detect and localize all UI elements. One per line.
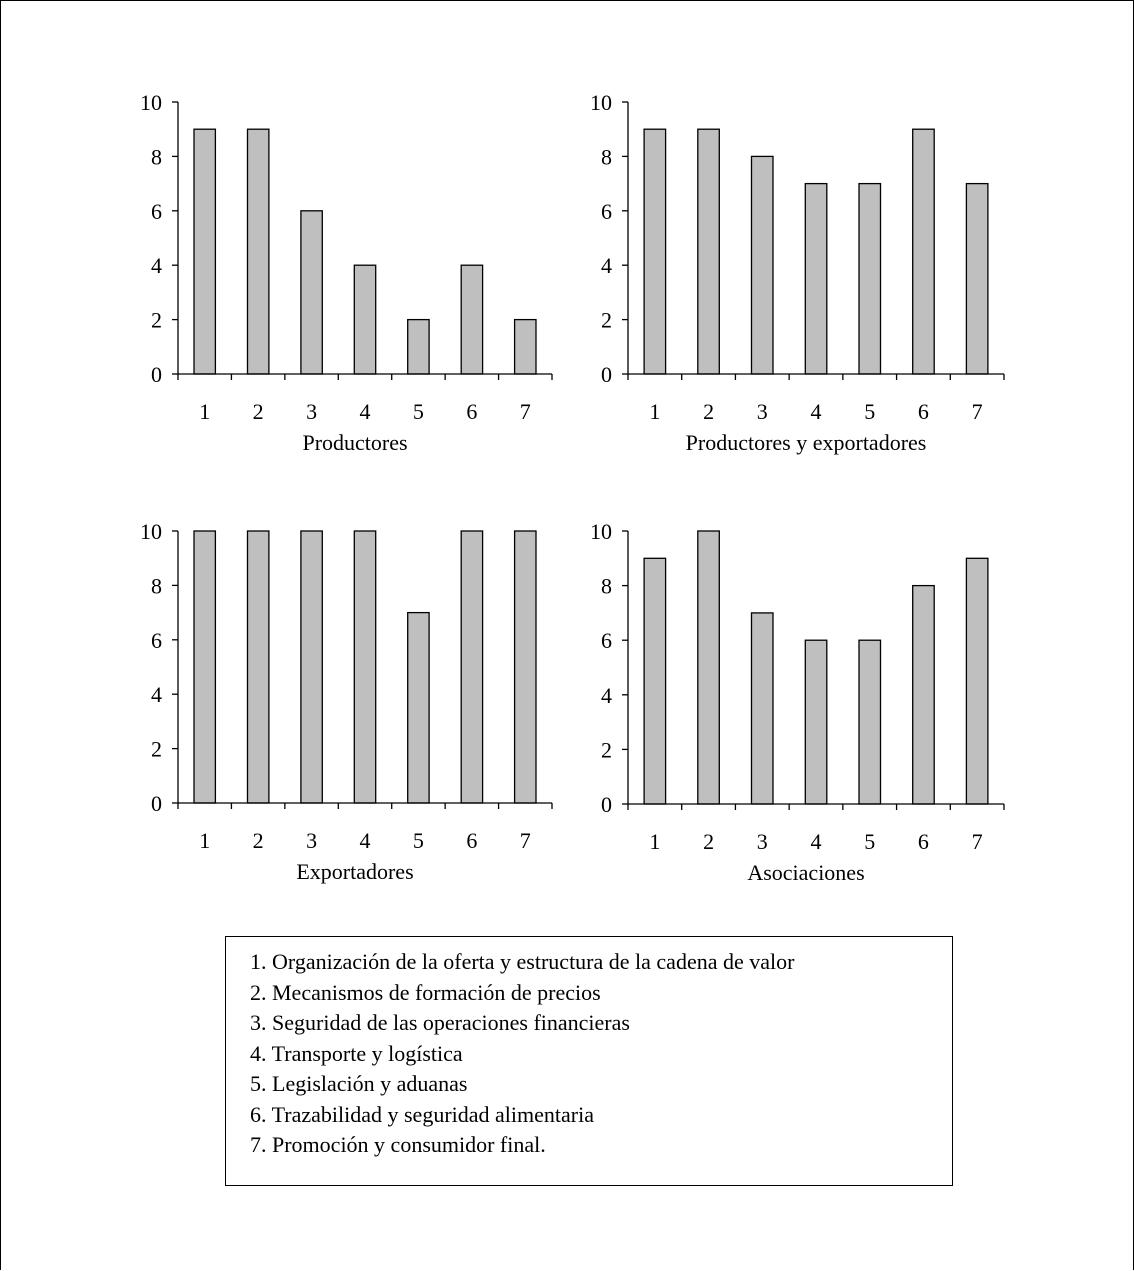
x-tick-label: 4 [811,829,822,854]
x-tick-label: 1 [649,399,660,424]
x-tick-label: 6 [466,399,477,424]
x-tick-label: 5 [864,399,875,424]
y-tick-label: 6 [151,199,162,224]
bar-4-5 [858,639,882,805]
x-axis-label: Productores [302,430,407,455]
y-tick-label: 2 [151,308,162,333]
bar-3-7 [513,530,537,804]
y-tick-label: 2 [151,737,162,762]
y-tick-label: 6 [601,628,612,653]
y-tick-label: 8 [151,144,162,169]
bar-4-6 [912,584,935,805]
x-tick-label: 6 [466,828,477,853]
x-axis-label: Productores y exportadores [686,430,927,455]
x-tick-label: 5 [413,399,424,424]
x-tick-label: 3 [306,399,317,424]
bar-4-1 [643,557,667,805]
x-tick-label: 4 [360,828,371,853]
y-tick-label: 8 [151,573,162,598]
y-tick-label: 0 [601,362,612,387]
legend-item-7: 7. Promoción y consumidor final. [250,1132,546,1157]
y-tick-label: 8 [601,574,612,599]
x-axis-label: Exportadores [296,859,413,884]
y-tick-label: 4 [601,683,612,708]
y-tick-label: 8 [601,144,612,169]
y-tick-label: 2 [601,737,612,762]
x-tick-label: 5 [413,828,424,853]
bar-1-4 [353,264,377,375]
bar-2-5 [858,182,882,375]
y-tick-label: 4 [601,253,612,278]
bar-1-2 [246,128,270,375]
x-tick-label: 1 [649,829,660,854]
bar-3-6 [460,530,484,804]
y-tick-label: 6 [601,199,612,224]
x-tick-label: 1 [199,399,210,424]
bar-3-5 [407,611,430,804]
y-tick-label: 6 [151,628,162,653]
y-tick-label: 10 [590,90,612,115]
y-tick-label: 4 [151,253,162,278]
y-tick-label: 2 [601,308,612,333]
x-tick-label: 7 [972,829,983,854]
bar-3-4 [353,530,377,804]
legend-item-1: 1. Organización de la oferta y estructur… [250,949,795,974]
y-tick-label: 10 [140,519,162,544]
bar-1-6 [460,264,484,375]
bar-4-2 [697,530,720,805]
y-tick-label: 0 [601,792,612,817]
x-tick-label: 1 [199,828,210,853]
x-tick-label: 2 [253,828,264,853]
x-tick-label: 4 [811,399,822,424]
x-tick-label: 6 [918,829,929,854]
legend-item-5: 5. Legislación y aduanas [250,1071,468,1096]
x-tick-label: 3 [757,399,768,424]
bar-2-1 [643,128,667,375]
y-tick-label: 10 [590,519,612,544]
legend-item-2: 2. Mecanismos de formación de precios [250,979,601,1005]
x-tick-label: 2 [703,829,714,854]
x-tick-label: 7 [972,399,983,424]
x-tick-label: 2 [703,399,714,424]
x-tick-label: 5 [864,829,875,854]
bar-2-3 [750,155,774,375]
y-tick-label: 10 [140,90,162,115]
bar-1-5 [407,318,430,375]
bar-2-7 [965,182,989,375]
y-tick-label: 0 [151,362,162,387]
legend-item-3: 3. Seguridad de las operaciones financie… [250,1010,630,1035]
x-tick-label: 3 [757,829,768,854]
bar-3-2 [246,530,270,804]
y-tick-label: 4 [151,682,162,707]
x-tick-label: 7 [520,828,531,853]
x-tick-label: 7 [520,399,531,424]
bar-1-1 [193,128,217,375]
bar-4-7 [965,557,989,805]
legend-item-4: 4. Transporte y logística [250,1040,463,1066]
x-tick-label: 3 [306,828,317,853]
bar-4-3 [750,612,774,805]
bar-4-4 [804,639,828,805]
legend-item-6: 6. Trazabilidad y seguridad alimentaria [250,1101,594,1127]
x-axis-label: Asociaciones [747,860,864,885]
bar-3-1 [193,530,217,804]
bar-1-3 [300,210,323,375]
x-tick-label: 6 [918,399,929,424]
bar-3-3 [300,530,323,804]
legend-box: 1. Organización de la oferta y estructur… [225,936,953,1186]
y-tick-label: 0 [151,791,162,816]
bar-2-4 [804,182,828,375]
bar-1-7 [513,318,537,375]
x-tick-label: 2 [253,399,264,424]
x-tick-label: 4 [360,399,371,424]
bar-2-6 [912,128,935,375]
bar-2-2 [697,128,720,375]
